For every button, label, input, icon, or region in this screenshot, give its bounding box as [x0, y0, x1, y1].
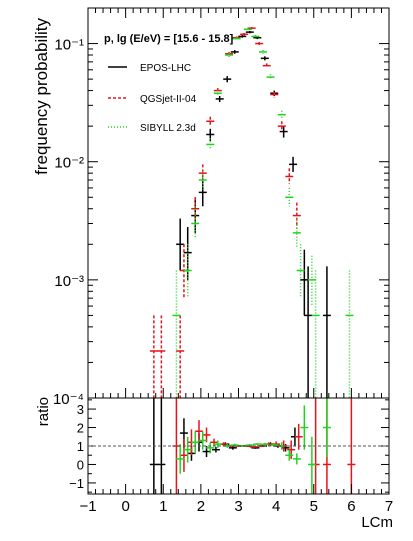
- legend: EPOS-LHC QGSjet-II-04 SIBYLL 2.3d: [108, 63, 197, 134]
- lower-y-tick-label: 3: [77, 402, 84, 417]
- lower-y-axis-label: ratio: [35, 397, 52, 426]
- upper-y-tick-label: 10⁻¹: [54, 37, 84, 54]
- legend-label-qgsjet: QGSjet-II-04: [140, 94, 197, 105]
- x-tick-label: −1: [79, 498, 96, 515]
- upper-pad-marks: [149, 27, 354, 398]
- lower-y-tick-label: 2: [77, 421, 84, 436]
- lower-y-tick-label: 0: [77, 457, 84, 472]
- upper-y-tick-label: 10⁻⁴: [53, 391, 84, 408]
- x-axis-label: LCm: [361, 514, 393, 531]
- x-tick-label: 4: [272, 498, 280, 515]
- lower-y-tick-label: −1: [69, 476, 84, 491]
- x-tick-label: 0: [121, 498, 129, 515]
- upper-series-2: [172, 28, 354, 398]
- legend-label-epos-lhc: EPOS-LHC: [140, 63, 191, 74]
- x-tick-label: 7: [385, 498, 393, 515]
- x-tick-label: 6: [347, 498, 355, 515]
- x-tick-label: 2: [197, 498, 205, 515]
- x-tick-label: 3: [234, 498, 242, 515]
- x-tick-label: 5: [310, 498, 318, 515]
- legend-label-sibyll: SIBYLL 2.3d: [140, 123, 196, 134]
- ratio-series-2: [176, 398, 331, 494]
- axes-layer: 10⁻⁴ 10⁻³ 10⁻² 10⁻¹ −1 0 1 2 3 4 5 6 7 −1 0 1 2 3: [53, 7, 393, 515]
- upper-y-tick-label: 10⁻³: [54, 273, 84, 290]
- upper-y-axis-label: frequency probability: [32, 18, 51, 175]
- x-tick-label: 1: [159, 498, 167, 515]
- upper-y-tick-label: 10⁻²: [54, 155, 84, 172]
- energy-bin-annotation: p, lg (E/eV) = [15.6 - 15.8]: [104, 33, 234, 45]
- lower-y-tick-label: 1: [77, 439, 84, 454]
